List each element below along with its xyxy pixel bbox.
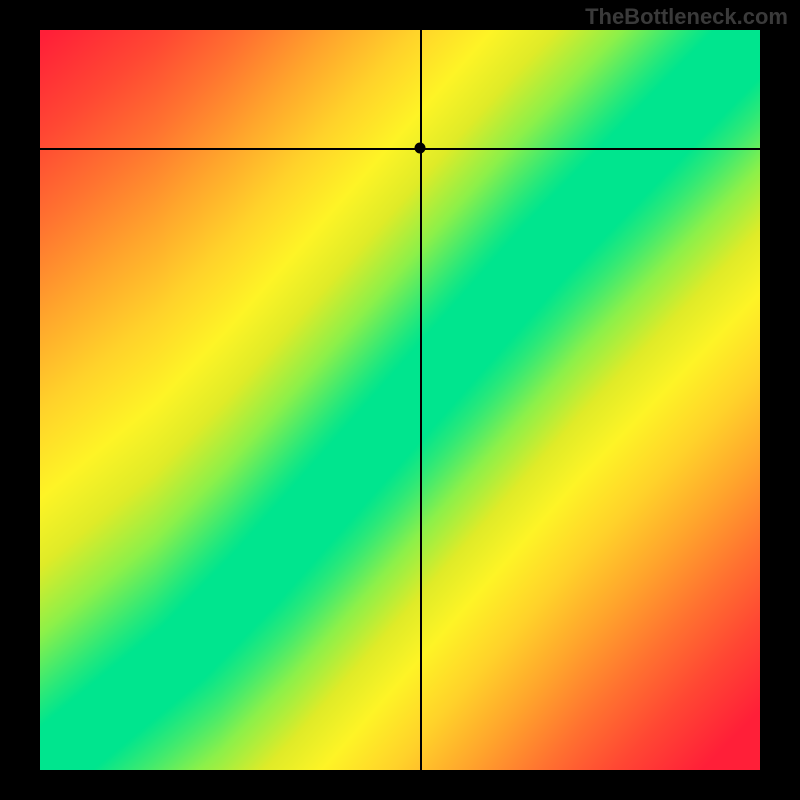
bottleneck-heatmap: [40, 30, 760, 770]
heatmap-plot-area: [40, 30, 760, 770]
crosshair-vertical: [420, 30, 422, 770]
crosshair-marker: [415, 143, 426, 154]
watermark-text: TheBottleneck.com: [585, 4, 788, 30]
crosshair-horizontal: [40, 148, 760, 150]
